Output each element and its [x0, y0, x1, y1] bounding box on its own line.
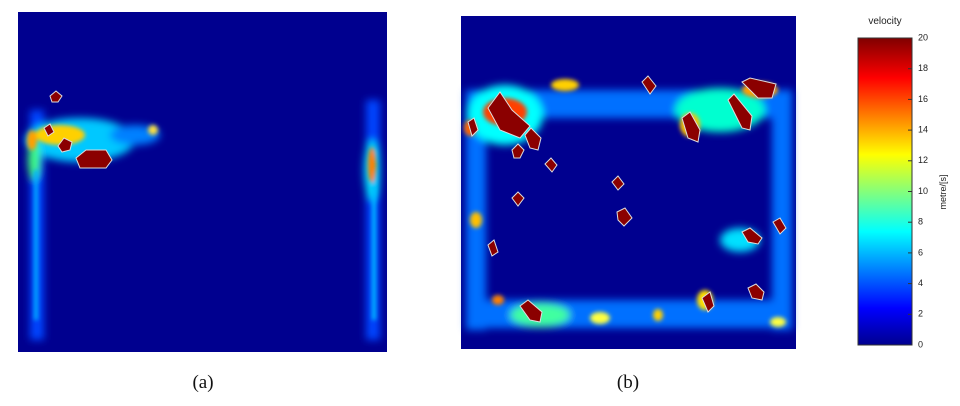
panel-label: (b): [617, 372, 639, 393]
tick-label: 6: [918, 247, 923, 257]
heatmap-b: [461, 16, 796, 349]
tick-label: 2: [918, 309, 923, 319]
colorbar-title: velocity: [868, 16, 901, 27]
colorbar-label: metre/[s]: [938, 174, 948, 209]
tick-label: 4: [918, 278, 923, 288]
tick-label: 14: [918, 124, 928, 134]
tick-label: 10: [918, 186, 928, 196]
tick-label: 12: [918, 155, 928, 165]
tick-label: 16: [918, 94, 928, 104]
tick-label: 20: [918, 32, 928, 42]
heatmap-a: [18, 12, 387, 352]
colorbar: [857, 37, 913, 346]
tick-label: 0: [918, 339, 923, 349]
panel-label: (a): [192, 372, 213, 393]
tick-label: 8: [918, 217, 923, 227]
tick-label: 18: [918, 63, 928, 73]
